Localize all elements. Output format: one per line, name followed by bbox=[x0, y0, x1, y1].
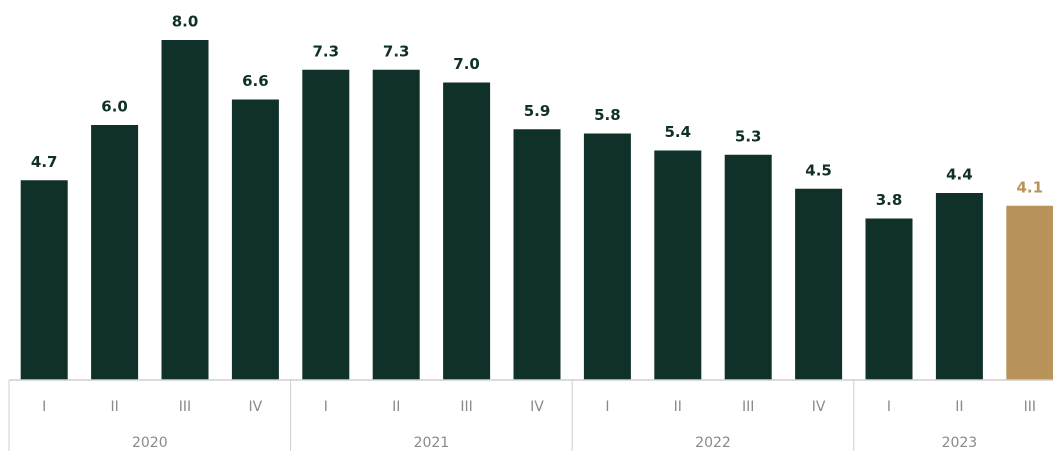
bar bbox=[372, 69, 420, 380]
x-tick-label: I bbox=[324, 399, 328, 415]
value-label: 4.4 bbox=[946, 166, 973, 184]
value-label: 4.7 bbox=[31, 153, 58, 171]
bar bbox=[724, 154, 772, 380]
x-tick-label: II bbox=[955, 399, 963, 415]
bar bbox=[795, 188, 843, 380]
x-tick-label: II bbox=[674, 399, 682, 415]
value-label: 5.3 bbox=[735, 127, 762, 145]
value-label: 5.8 bbox=[594, 106, 621, 124]
x-tick-label: III bbox=[1024, 399, 1036, 415]
bar bbox=[302, 69, 350, 380]
bar bbox=[20, 180, 68, 380]
value-label: 5.4 bbox=[665, 123, 692, 141]
value-label: 7.3 bbox=[383, 42, 410, 60]
bar bbox=[231, 99, 279, 380]
value-label: 6.0 bbox=[101, 98, 128, 116]
x-tick-label: I bbox=[887, 399, 891, 415]
value-label: 7.0 bbox=[453, 55, 480, 73]
x-tick-label: II bbox=[392, 399, 400, 415]
x-tick-label: III bbox=[742, 399, 754, 415]
bar bbox=[865, 218, 913, 380]
value-label: 4.1 bbox=[1017, 178, 1044, 196]
bar bbox=[513, 129, 561, 380]
value-label: 5.9 bbox=[524, 102, 551, 120]
bar bbox=[161, 40, 209, 380]
x-tick-label: I bbox=[42, 399, 46, 415]
x-tick-label: IV bbox=[812, 399, 826, 415]
x-tick-label: IV bbox=[249, 399, 263, 415]
value-label: 4.5 bbox=[805, 161, 832, 179]
value-label: 8.0 bbox=[172, 13, 199, 31]
bar bbox=[935, 193, 983, 380]
bar bbox=[654, 150, 702, 380]
x-tick-label: II bbox=[110, 399, 118, 415]
group-label: 2020 bbox=[132, 435, 168, 451]
x-tick-label: I bbox=[605, 399, 609, 415]
value-label: 6.6 bbox=[242, 72, 269, 90]
group-label: 2021 bbox=[414, 435, 450, 451]
bar bbox=[91, 125, 139, 380]
bar bbox=[583, 133, 631, 380]
x-tick-label: III bbox=[460, 399, 472, 415]
value-label: 7.3 bbox=[313, 42, 340, 60]
bar bbox=[1006, 205, 1053, 380]
value-label: 3.8 bbox=[876, 191, 903, 209]
x-tick-label: III bbox=[179, 399, 191, 415]
x-tick-label: IV bbox=[530, 399, 544, 415]
group-label: 2022 bbox=[695, 435, 731, 451]
bar bbox=[443, 82, 491, 380]
group-label: 2023 bbox=[942, 435, 978, 451]
